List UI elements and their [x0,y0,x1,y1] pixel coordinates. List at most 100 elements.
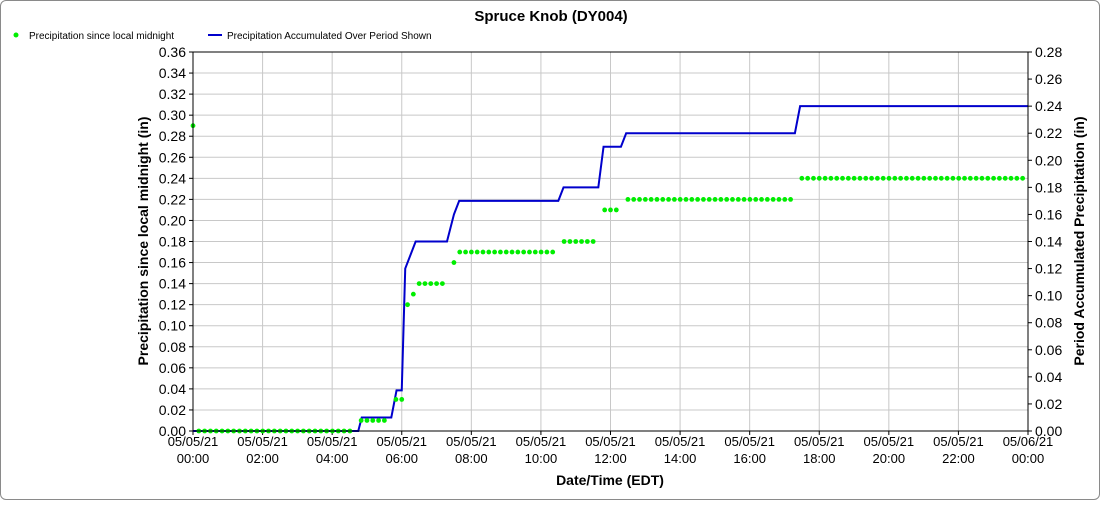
since-midnight-point [480,249,486,255]
left-tick-label: 0.06 [159,360,186,376]
legend-label-since-midnight: Precipitation since local midnight [29,31,174,42]
left-tick-label: 0.04 [159,381,186,397]
x-tick-time: 16:00 [733,451,766,466]
left-tick-label: 0.28 [159,128,186,144]
right-tick-label: 0.18 [1035,179,1062,195]
x-tick-time: 12:00 [594,451,627,466]
x-tick-date: 05/05/21 [585,434,636,449]
left-tick-label: 0.14 [159,276,186,292]
since-midnight-point [967,175,973,181]
since-midnight-point [521,249,527,255]
since-midnight-point [1014,175,1020,181]
since-midnight-point [973,175,979,181]
since-midnight-point [654,196,660,202]
since-midnight-point [405,302,410,308]
since-midnight-point [1020,175,1026,181]
since-midnight-point [909,175,915,181]
left-tick-label: 0.30 [159,107,186,123]
since-midnight-point [915,175,921,181]
left-tick-label: 0.26 [159,149,186,165]
since-midnight-point [805,175,811,181]
since-midnight-point [538,249,544,255]
since-midnight-point [376,418,381,423]
since-midnight-point [782,196,788,202]
x-tick-date: 05/05/21 [864,434,915,449]
left-tick-label: 0.02 [159,402,186,418]
since-midnight-point [991,175,996,181]
x-tick-date: 05/06/21 [1003,434,1054,449]
right-axis-label: Period Accumulated Precipitation (in) [1071,116,1087,365]
left-tick-label: 0.32 [159,86,186,102]
since-midnight-point [886,175,892,181]
x-axis-label: Date/Time (EDT) [556,472,664,488]
since-midnight-point [712,196,718,202]
since-midnight-point [573,239,579,244]
x-tick-time: 00:00 [177,451,210,466]
since-midnight-point [527,249,532,255]
since-midnight-point [613,207,619,213]
since-midnight-point [764,196,770,202]
since-midnight-point [904,175,909,181]
left-tick-label: 0.20 [159,212,186,228]
x-tick-date: 05/05/21 [794,434,845,449]
left-tick-label: 0.18 [159,234,186,250]
since-midnight-point [927,175,933,181]
since-midnight-series [190,123,1026,434]
since-midnight-point [892,175,898,181]
since-midnight-point [718,196,724,202]
x-tick-date: 05/05/21 [376,434,427,449]
right-tick-label: 0.02 [1035,396,1062,412]
since-midnight-point [660,196,666,202]
accumulated-line [193,105,1028,432]
right-tick-label: 0.00 [1035,423,1062,439]
since-midnight-point [788,196,793,202]
right-tick-label: 0.04 [1035,369,1062,385]
left-tick-label: 0.00 [159,423,186,439]
since-midnight-point [689,196,695,202]
since-midnight-point [724,196,730,202]
left-tick-label: 0.24 [159,170,186,186]
since-midnight-point [381,418,387,423]
since-midnight-point [457,249,463,255]
since-midnight-point [869,175,874,181]
since-midnight-point [979,175,985,181]
x-tick-date: 05/05/21 [724,434,775,449]
since-midnight-point [474,249,480,255]
since-midnight-point [683,196,689,202]
left-tick-label: 0.16 [159,255,186,271]
since-midnight-point [759,196,764,202]
since-midnight-point [701,196,706,202]
since-midnight-point [579,239,584,244]
since-midnight-point [944,175,950,181]
since-midnight-point [486,249,492,255]
since-midnight-point [677,196,683,202]
x-tick-time: 06:00 [385,451,418,466]
since-midnight-point [602,207,608,213]
x-tick-time: 08:00 [455,451,488,466]
right-tick-label: 0.26 [1035,71,1062,87]
x-tick-date: 05/05/21 [516,434,567,449]
since-midnight-point [648,196,654,202]
since-midnight-point [463,249,468,255]
left-tick-label: 0.34 [159,65,186,81]
since-midnight-point [822,175,828,181]
since-midnight-point [851,175,857,181]
since-midnight-point [730,196,735,202]
since-midnight-point [584,239,590,244]
right-tick-label: 0.14 [1035,234,1062,250]
left-axis-ticks: 0.00 0.02 0.04 0.06 0.08 0.10 0.12 0.14 0.16 0.18… [159,44,193,439]
since-midnight-point [840,175,845,181]
legend: Precipitation since local midnight Preci… [13,31,432,42]
since-midnight-point [1008,175,1014,181]
since-midnight-point [364,418,370,423]
x-tick-date: 05/05/21 [307,434,358,449]
since-midnight-point [567,239,573,244]
x-tick-time: 18:00 [803,451,836,466]
since-midnight-point [451,260,457,265]
since-midnight-point [811,175,816,181]
right-tick-label: 0.06 [1035,342,1062,358]
chart-title: Spruce Knob (DY004) [474,8,627,25]
since-midnight-point [799,175,805,181]
since-midnight-point [370,418,376,423]
since-midnight-point [503,249,509,255]
